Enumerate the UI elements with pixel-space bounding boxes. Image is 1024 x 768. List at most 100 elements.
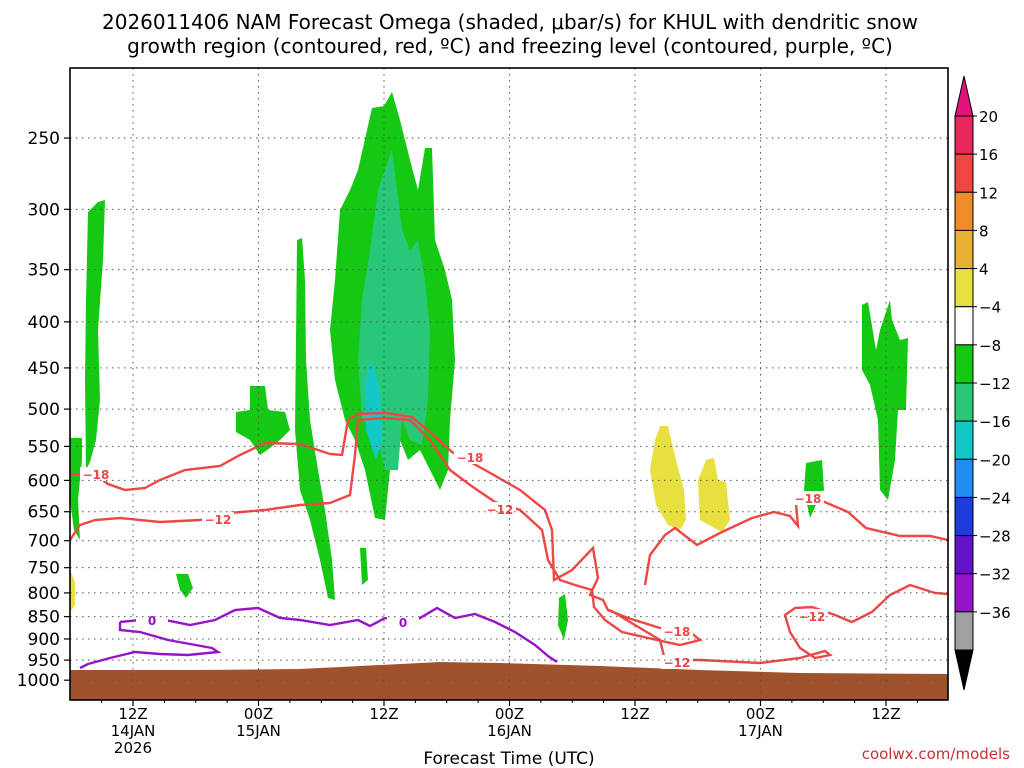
contour-label-background [202, 512, 234, 526]
contour-label-background [454, 450, 486, 464]
x-axis-label: Forecast Time (UTC) [423, 749, 594, 768]
colorbar-swatch [954, 496, 974, 537]
plot-area: −18 −18 −18 −12 −12 −12 −12 0 0 −18 [69, 67, 949, 701]
contour-label: −18 [795, 492, 822, 506]
x-tick-label: 17JAN [738, 722, 783, 740]
x-tick-label: 00Z [244, 705, 273, 723]
y-tick-label: 250 [28, 129, 60, 149]
dgz-contour-line [643, 498, 949, 586]
contour-label-background [661, 624, 693, 638]
y-tick-label: 850 [28, 608, 60, 628]
colorbar-label: −16 [979, 413, 1011, 431]
colorbar-label: 8 [979, 222, 989, 240]
colorbar-swatch [954, 573, 974, 613]
colorbar-label: −32 [979, 566, 1011, 584]
colorbar-swatch [954, 191, 974, 231]
y-tick-label: 750 [28, 559, 60, 579]
colorbar-swatch [954, 229, 974, 270]
x-tick-label: 15JAN [236, 722, 281, 740]
colorbar-label: −12 [979, 375, 1011, 393]
colorbar-label: −4 [979, 299, 1001, 317]
x-tick-label: 16JAN [487, 722, 532, 740]
colorbar-label: −36 [979, 604, 1011, 622]
omega-area-green [70, 438, 82, 540]
contour-label: −12 [799, 610, 826, 624]
contour-label: −18 [457, 451, 484, 465]
y-tick-label: 450 [28, 359, 60, 379]
colorbar-swatch [954, 115, 974, 155]
freezing-contours [79, 606, 558, 670]
colorbar-swatch [954, 306, 974, 346]
contour-label: 0 [399, 616, 407, 630]
contour-label: −18 [83, 468, 110, 482]
x-tick-label: 12Z [871, 705, 900, 723]
freezing-contour-line [79, 622, 222, 670]
contour-label: −12 [487, 503, 514, 517]
y-tick-label: 650 [28, 503, 60, 523]
plot-background [70, 68, 948, 700]
colorbar-swatch [954, 535, 974, 575]
colorbar-label: 16 [979, 146, 998, 164]
omega-area-green [176, 574, 193, 598]
y-tick-label: 400 [28, 313, 60, 333]
omega-area-green [236, 386, 290, 455]
contour-label: −18 [664, 625, 691, 639]
x-tick-label: 12Z [369, 705, 398, 723]
colorbar-label: −28 [979, 528, 1011, 546]
omega-area-green [295, 238, 335, 600]
colorbar-label: 20 [979, 108, 998, 126]
colorbar-label: −24 [979, 489, 1011, 507]
contour-label-background [792, 491, 824, 505]
omega-area-cyan [365, 360, 382, 460]
y-tick-label: 800 [28, 584, 60, 604]
colorbar-label: −8 [979, 337, 1001, 355]
x-tick-label: 12Z [118, 705, 147, 723]
omega-area-green [85, 200, 105, 470]
x-tick-label: 14JAN [111, 722, 156, 740]
x-tick-label: 2026 [114, 739, 152, 757]
y-tick-label: 350 [28, 261, 60, 281]
omega-area-green [360, 548, 368, 585]
chart-title-line-1: 2026011406 NAM Forecast Omega (shaded, μ… [102, 10, 918, 34]
y-tick-label: 900 [28, 630, 60, 650]
colorbar-label: −20 [979, 451, 1011, 469]
colorbar-bottom-arrow [954, 649, 974, 691]
chart-title-line-2: growth region (contoured, red, ºC) and f… [127, 34, 893, 58]
colorbar-swatch [954, 268, 974, 308]
x-tick-label: 12Z [620, 705, 649, 723]
contour-label: −12 [664, 656, 691, 670]
contour-labels: −18 −18 −18 −12 −12 −12 −12 0 0 −18 [80, 450, 828, 670]
x-tick-label: 00Z [746, 705, 775, 723]
colorbar-label: 12 [979, 184, 998, 202]
contour-label-background [80, 467, 112, 481]
colorbar-swatch [954, 420, 974, 460]
y-axis: 2503003504004505005506006507007508008509… [17, 129, 70, 691]
grid [70, 68, 948, 700]
y-tick-label: 500 [28, 400, 60, 420]
colorbar-swatch [954, 344, 974, 384]
freezing-contour-line [119, 606, 558, 663]
colorbar: 20 16 12 8 4 −4 −8 −12 −16 −20 −24 −28 −32 −36 [954, 75, 1011, 691]
colorbar-swatch [954, 382, 974, 422]
y-tick-label: 300 [28, 200, 60, 220]
y-tick-label: 950 [28, 651, 60, 671]
y-tick-label: 700 [28, 532, 60, 552]
colorbar-swatch [954, 153, 974, 193]
contour-label-background [387, 615, 419, 629]
footer-url: coolwx.com/models [862, 745, 1010, 763]
x-tick-label: 00Z [495, 705, 524, 723]
y-tick-label: 550 [28, 437, 60, 457]
omega-area-yellow [70, 570, 75, 612]
omega-area-green [862, 300, 908, 500]
contour-label-background [661, 655, 693, 669]
omega-area-yellow [650, 426, 686, 530]
colorbar-top-arrow [954, 75, 974, 117]
colorbar-swatch [954, 611, 974, 651]
colorbar-swatch [954, 458, 974, 498]
contour-label: 0 [148, 614, 156, 628]
colorbar-label: 4 [979, 261, 989, 279]
contour-label-background [484, 502, 516, 516]
y-tick-label: 600 [28, 471, 60, 491]
